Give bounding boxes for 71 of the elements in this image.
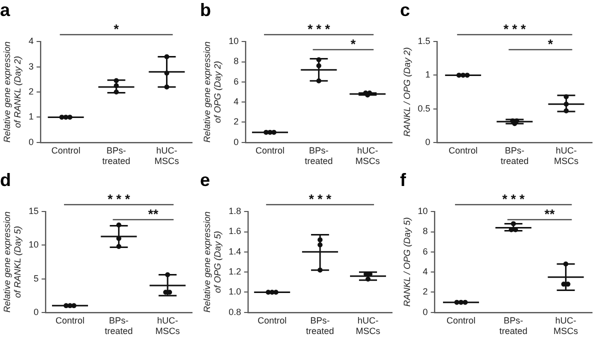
x-tick-label: Control xyxy=(448,145,478,156)
y-tick-label: 0 xyxy=(422,306,428,317)
x-tick-label: hUC- MSCs xyxy=(355,145,380,166)
y-tick-label: 1.6 xyxy=(228,226,242,236)
y-tick-label: 1 xyxy=(28,112,34,122)
y-tick-label: 0.5 xyxy=(418,103,430,114)
y-tick-label: 0 xyxy=(425,136,430,147)
y-axis-title: Relative gene expression of RANKL (Day 2) xyxy=(2,41,23,143)
y-tick-label: 1.8 xyxy=(228,206,242,216)
y-tick-label: 4 xyxy=(422,266,428,277)
y-tick-label: 3 xyxy=(28,61,34,72)
annotation: * xyxy=(350,36,357,52)
text: * * * xyxy=(502,192,526,207)
y-tick-label: 4 xyxy=(234,96,239,107)
x-tick-label: BPs- treated xyxy=(104,315,133,336)
y-tick-label: 4 xyxy=(28,36,34,46)
y-tick-label: 1.5 xyxy=(418,36,430,46)
y-tick-label: 8 xyxy=(234,56,239,66)
chart-title: a xyxy=(0,0,11,20)
y-axis-title: Relative gene expression of OPG (Day 2) xyxy=(202,41,223,143)
y-axis-title: Relative gene expression of OPG (Day 5) xyxy=(202,211,223,313)
x-tick-label: Control xyxy=(256,145,285,156)
text: * * * xyxy=(308,22,331,37)
x-tick-label: BPs- treated xyxy=(102,145,130,166)
y-axis-title: Relative gene expression of RANKL (Day 5) xyxy=(2,211,23,313)
x-tick-label: hUC- MSCs xyxy=(356,315,381,336)
x-tick-label: hUC- MSCs xyxy=(554,145,579,166)
y-tick-label: 6 xyxy=(422,246,428,256)
y-tick-label: 2 xyxy=(422,286,428,297)
y-tick-label: 2 xyxy=(28,86,34,96)
x-tick-label: Control xyxy=(446,315,476,326)
text: * * * xyxy=(503,22,527,37)
y-tick-label: 0 xyxy=(34,306,39,317)
text: * * * xyxy=(308,192,332,207)
annotation: ** xyxy=(148,206,160,222)
text: * * * xyxy=(108,192,131,207)
x-tick-label: Control xyxy=(56,315,85,326)
y-tick-label: 1 xyxy=(425,70,430,80)
y-axis-title: RANKL / OPG (Day 2) xyxy=(402,47,412,137)
y-tick-label: 6 xyxy=(234,76,239,86)
y-axis-title: RANKL / OPG (Day 5) xyxy=(402,217,412,307)
x-tick-label: BPs- treated xyxy=(304,145,333,166)
x-tick-label: hUC- MSCs xyxy=(155,315,180,336)
annotation: * xyxy=(548,36,554,52)
y-tick-label: 15 xyxy=(28,206,39,216)
y-tick-label: 10 xyxy=(28,240,39,250)
chart-title: c xyxy=(400,0,410,20)
x-tick-label: Control xyxy=(258,315,287,326)
x-tick-label: hUC- MSCs xyxy=(554,315,579,336)
y-tick-label: 0 xyxy=(28,136,34,147)
chart-title: d xyxy=(0,170,11,190)
y-tick-label: 1.4 xyxy=(228,246,242,256)
y-tick-label: 10 xyxy=(418,206,428,216)
x-tick-label: BPs- treated xyxy=(306,315,334,336)
text: * xyxy=(114,22,120,37)
chart-title: b xyxy=(200,0,211,20)
y-tick-label: 5 xyxy=(34,273,39,284)
chart-title: f xyxy=(400,170,407,190)
x-tick-label: hUC- MSCs xyxy=(154,145,180,166)
annotation: ** xyxy=(544,206,556,222)
y-tick-label: 1.0 xyxy=(228,286,242,297)
y-tick-label: 0.8 xyxy=(228,306,242,317)
x-tick-label: BPs- treated xyxy=(499,315,528,336)
chart-title: e xyxy=(200,170,210,190)
y-tick-label: 2 xyxy=(234,116,239,127)
x-tick-label: BPs- treated xyxy=(500,145,529,166)
y-tick-label: 10 xyxy=(228,36,239,46)
y-tick-label: 8 xyxy=(422,226,428,236)
y-tick-label: 1.2 xyxy=(228,266,242,277)
x-tick-label: Control xyxy=(51,145,80,156)
y-tick-label: 0 xyxy=(234,136,239,147)
